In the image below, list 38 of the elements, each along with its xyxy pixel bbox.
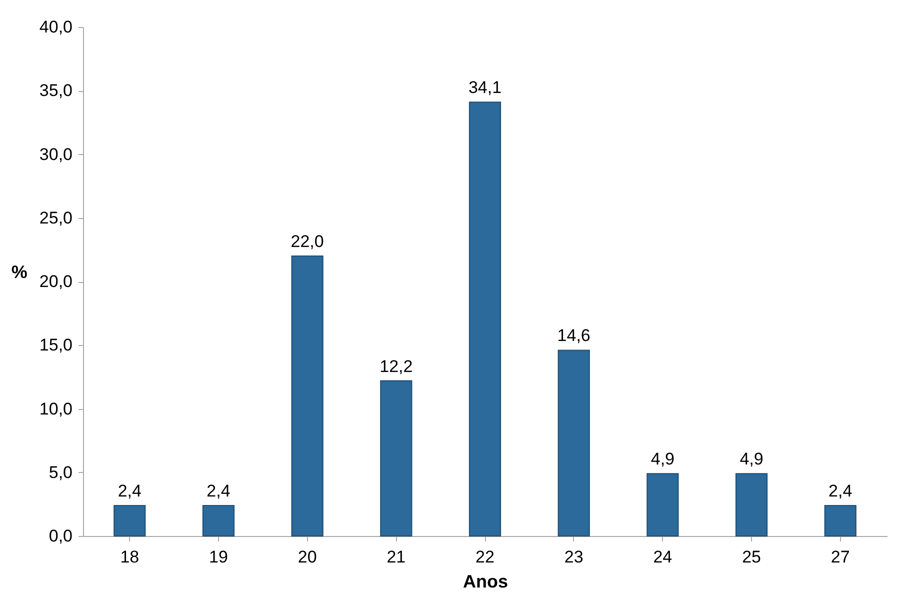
y-tick-label: 5,0 <box>48 462 72 482</box>
x-tick-label: 25 <box>742 548 761 566</box>
bar <box>291 256 324 536</box>
x-tick-label: 19 <box>209 548 228 566</box>
x-axis-title: Anos <box>463 572 508 592</box>
x-tick-label: 27 <box>830 548 850 566</box>
data-label: 12,2 <box>380 356 413 376</box>
y-tick-label: 15,0 <box>39 336 72 355</box>
bar <box>468 102 502 536</box>
y-tick-label: 20,0 <box>39 272 72 291</box>
x-tick-label: 24 <box>653 548 672 566</box>
bar <box>202 504 235 536</box>
x-tick-label: 21 <box>386 548 406 566</box>
y-tick-label: 30,0 <box>39 144 72 164</box>
bar <box>735 473 768 536</box>
y-axis-title: % <box>11 262 28 282</box>
x-tick-label: 22 <box>476 548 494 566</box>
data-label: 34,1 <box>468 78 502 98</box>
data-label: 2,4 <box>118 481 142 500</box>
y-tick-label: 40,0 <box>39 18 72 36</box>
y-tick-label: 25,0 <box>39 208 72 228</box>
data-label: 2,4 <box>828 481 852 500</box>
y-tick-label: 0,0 <box>48 526 72 546</box>
bar <box>646 473 679 536</box>
data-label: 4,9 <box>650 450 674 469</box>
x-tick-label: 23 <box>564 548 584 566</box>
bar <box>558 350 590 536</box>
data-label: 2,4 <box>206 481 230 500</box>
x-tick-label: 18 <box>120 548 140 566</box>
bar <box>380 380 412 536</box>
y-tick-label: 35,0 <box>39 81 72 100</box>
data-label: 4,9 <box>740 450 764 469</box>
data-label: 14,6 <box>557 326 590 346</box>
bar <box>824 504 856 536</box>
x-tick-label: 20 <box>298 548 317 566</box>
data-label: 22,0 <box>290 232 324 252</box>
bar <box>114 504 146 536</box>
y-tick-label: 10,0 <box>39 399 72 418</box>
